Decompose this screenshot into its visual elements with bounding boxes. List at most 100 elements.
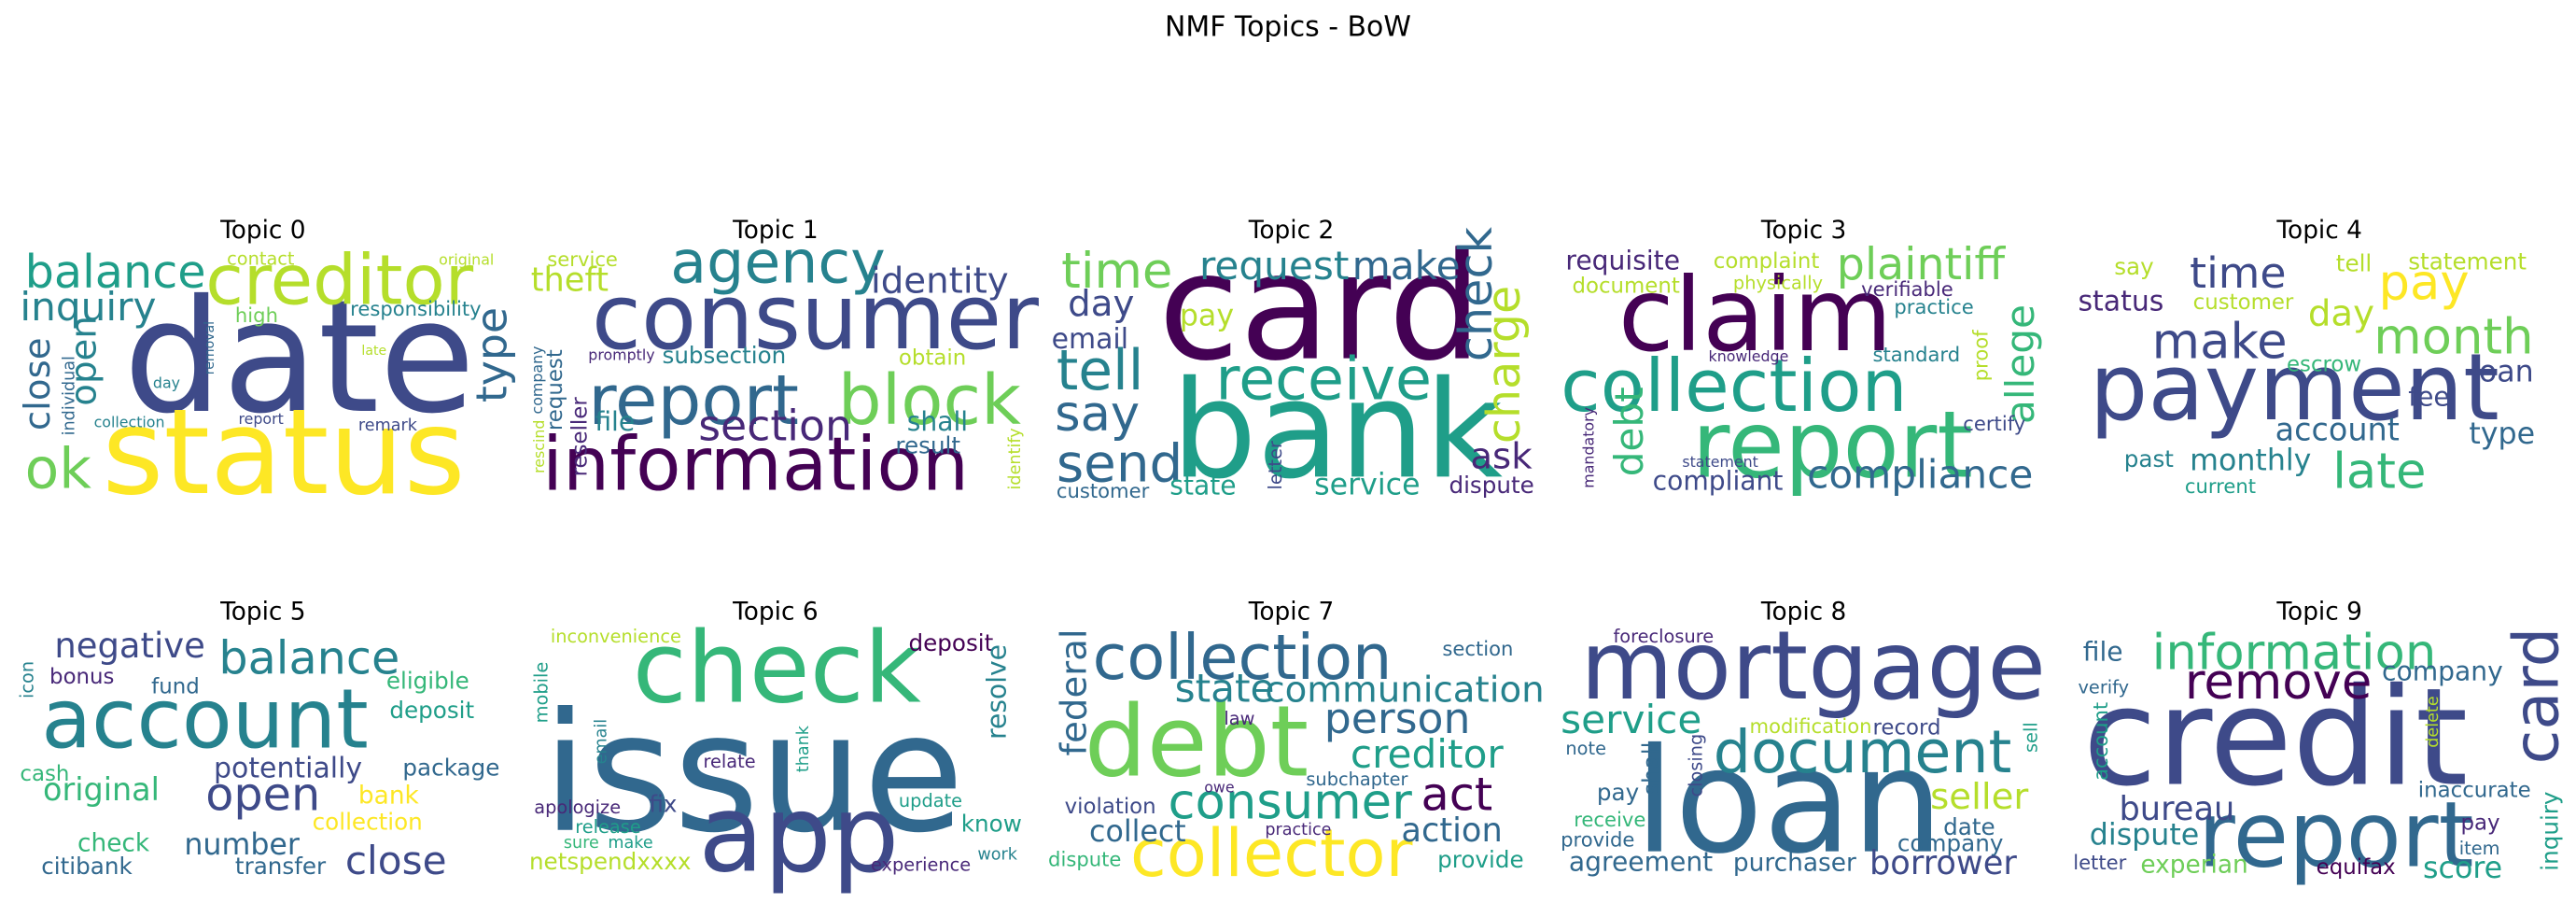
word: time [2190, 248, 2286, 298]
word: proof [1969, 330, 1993, 381]
word: collect [1089, 815, 1186, 849]
word: deposit [389, 697, 474, 724]
word: responsibility [350, 297, 482, 320]
word: balance [218, 631, 399, 685]
word: score [2423, 852, 2502, 885]
subplot-title: Topic 7 [1248, 598, 1335, 626]
word: state [1169, 471, 1236, 501]
word: email [593, 719, 611, 764]
word: information [2152, 624, 2437, 681]
subplot-title: Topic 4 [2275, 217, 2362, 245]
word: section [698, 402, 852, 451]
word: pay [2461, 811, 2500, 836]
word: service [1561, 697, 1701, 742]
word: card [2499, 628, 2572, 764]
word: contact [227, 247, 295, 269]
word: say [2114, 253, 2154, 280]
word: agreement [1569, 847, 1713, 878]
word: debt [1606, 387, 1652, 476]
word: past [2124, 445, 2175, 473]
word: violation [1065, 795, 1156, 819]
word: federal [1054, 628, 1096, 755]
word: citibank [41, 853, 133, 880]
word: work [977, 845, 1017, 864]
word: removal [203, 321, 217, 374]
subplot-title: Topic 9 [2275, 598, 2362, 626]
word: letter [1265, 441, 1286, 489]
word: send [1057, 434, 1183, 495]
word: escrow [2287, 353, 2361, 377]
word: original [43, 771, 160, 808]
word: action [1401, 811, 1502, 850]
word: bonus [49, 665, 114, 689]
word: ok [25, 437, 92, 502]
word: reseller [568, 397, 593, 477]
word: remove [2185, 654, 2372, 711]
word: check [1449, 226, 1503, 361]
word: collection [94, 414, 165, 431]
word: report [588, 360, 799, 441]
word: borrower [1869, 844, 2017, 882]
word: collection [313, 809, 423, 836]
word: eligible [386, 667, 469, 694]
word: month [2373, 308, 2533, 365]
word: purchaser [1733, 850, 1856, 878]
word: status [102, 383, 465, 521]
word: agency [670, 228, 885, 297]
word: company [1897, 830, 2003, 857]
word: tell [2336, 249, 2373, 276]
word: dispute [1449, 472, 1533, 499]
subplot-title: Topic 1 [732, 217, 819, 245]
word: account [2275, 412, 2400, 448]
word: receive [1574, 808, 1645, 831]
word: current [2185, 474, 2256, 498]
word: equifax [2317, 855, 2396, 880]
word: service [1314, 469, 1420, 502]
word: item [2459, 838, 2500, 859]
word: dispute [2090, 819, 2199, 853]
word: release [575, 816, 641, 838]
word: company [528, 346, 546, 415]
word: inconvenience [551, 626, 681, 647]
word: rescind [530, 420, 548, 473]
word: consumer [1169, 773, 1413, 830]
word: certify [1963, 412, 2025, 435]
word: card [1158, 222, 1482, 394]
word: check [77, 830, 150, 858]
word: check [633, 610, 921, 725]
figure-title: NMF Topics - BoW [1165, 11, 1411, 44]
word: communication [1265, 669, 1544, 711]
word: resolve [981, 644, 1012, 740]
word: request [543, 349, 567, 430]
word: plaintiff [1837, 239, 2007, 290]
word: type [2469, 417, 2535, 451]
word: practice [1894, 295, 1973, 318]
word: day [1068, 283, 1134, 325]
word: inaccurate [2418, 779, 2531, 803]
word: claim [1618, 256, 1893, 374]
word: open [205, 768, 320, 822]
word: time [1061, 243, 1172, 300]
word: identity [871, 260, 1009, 302]
subplot-title: Topic 3 [1760, 217, 1847, 245]
word: request [1199, 243, 1350, 289]
word: transfer [235, 853, 327, 880]
word: number [184, 828, 301, 862]
word: report [238, 410, 283, 428]
word: note [1565, 738, 1606, 759]
word: file [2083, 636, 2123, 667]
word: app [698, 772, 899, 896]
word: original [439, 250, 494, 268]
word: result [895, 432, 960, 459]
word: make [1352, 243, 1461, 289]
word: provide [1561, 827, 1634, 851]
word: person [1324, 694, 1471, 743]
